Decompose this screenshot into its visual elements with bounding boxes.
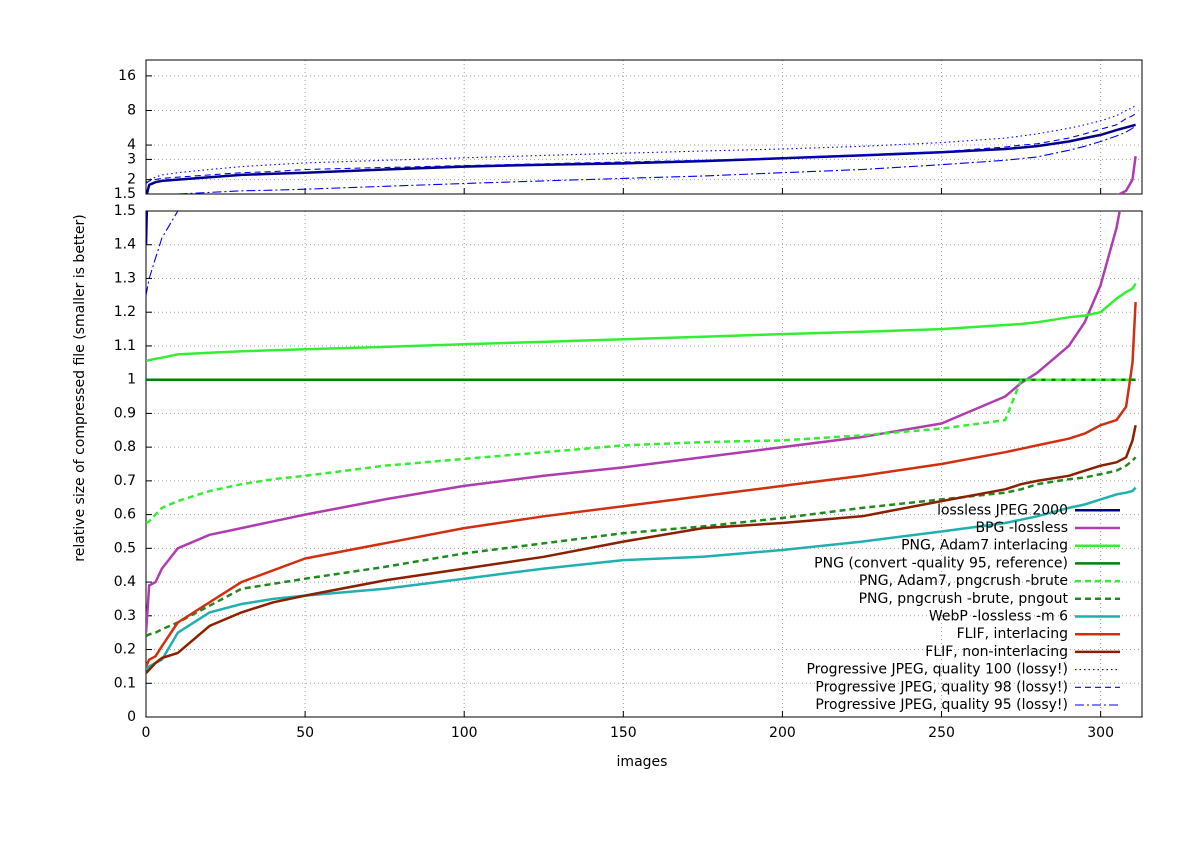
series-line: [1117, 156, 1137, 194]
y-tick-label: 3: [127, 151, 136, 167]
plot-frame: [145, 59, 1143, 195]
x-axis-label: images: [617, 754, 668, 770]
plot-frame: [145, 210, 1143, 718]
legend-label: Progressive JPEG, quality 98 (lossy!): [815, 679, 1068, 695]
y-tick-label: 0.1: [114, 675, 136, 691]
y-tick-label: 0.5: [114, 540, 136, 556]
series-line: [146, 204, 1136, 309]
legend-label: BPG -lossless: [975, 520, 1068, 536]
y-tick-label: 0: [127, 709, 136, 725]
y-tick-label: 1.5: [114, 203, 136, 219]
x-tick-label: 150: [610, 725, 637, 741]
series-line: [146, 113, 1136, 184]
x-tick-label: 300: [1087, 725, 1114, 741]
x-tick-label: 200: [769, 725, 796, 741]
y-tick-label: 0.9: [114, 405, 136, 421]
legend-label: Progressive JPEG, quality 95 (lossy!): [815, 697, 1068, 713]
y-tick-label: 1.4: [114, 237, 136, 253]
y-tick-label: 2: [127, 172, 136, 188]
y-tick-label: 4: [127, 137, 136, 153]
legend-label: FLIF, non-interlacing: [925, 644, 1068, 660]
series-line: [146, 302, 1137, 667]
series-line: [146, 105, 1136, 183]
y-axis-label: relative size of compressed file (smalle…: [72, 214, 88, 561]
y-tick-label: 16: [118, 68, 136, 84]
series-line: [146, 211, 1121, 633]
y-tick-label: 1.3: [114, 270, 136, 286]
series-line: [146, 378, 1136, 525]
legend-label: lossless JPEG 2000: [937, 502, 1068, 518]
series-line: [146, 486, 1137, 671]
legend-label: PNG, Adam7 interlacing: [901, 538, 1068, 554]
legend-label: Progressive JPEG, quality 100 (lossy!): [806, 662, 1068, 678]
series-line: [174, 125, 1136, 194]
series-line: [146, 234, 1136, 313]
series-line: [146, 202, 1136, 212]
y-tick-label: 1.2: [114, 304, 136, 320]
x-tick-label: 100: [451, 725, 478, 741]
y-tick-label: 0.6: [114, 507, 136, 523]
legend-label: PNG (convert -quality 95, reference): [814, 555, 1068, 571]
legend-label: PNG, Adam7, pngcrush -brute: [859, 573, 1068, 589]
y-tick-label: 1: [127, 372, 136, 388]
series-line: [146, 282, 1137, 363]
series-line: [146, 424, 1137, 674]
series-line: [146, 211, 179, 296]
series-line: [146, 222, 1136, 317]
series-line: [146, 123, 1136, 194]
series-line: [146, 227, 1136, 285]
x-tick-label: 250: [928, 725, 955, 741]
y-tick-label: 0.4: [114, 574, 136, 590]
series-line: [146, 456, 1137, 638]
y-tick-label: 1.1: [114, 338, 136, 354]
x-tick-label: 0: [142, 725, 151, 741]
x-tick-label: 50: [296, 725, 314, 741]
series-line: [146, 211, 149, 245]
y-tick-label: 0.3: [114, 608, 136, 624]
y-tick-label: 8: [127, 102, 136, 118]
series-line: [146, 0, 1136, 93]
y-tick-label: 1.5: [114, 186, 136, 202]
legend-label: PNG, pngcrush -brute, pngout: [859, 591, 1069, 607]
series-line: [146, 0, 1136, 76]
y-tick-label: 0.7: [114, 473, 136, 489]
legend-label: FLIF, interlacing: [957, 626, 1068, 642]
legend-label: WebP -lossless -m 6: [929, 609, 1068, 625]
y-tick-label: 0.2: [114, 642, 136, 658]
series-line: [146, 214, 1136, 242]
y-tick-label: 0.8: [114, 439, 136, 455]
